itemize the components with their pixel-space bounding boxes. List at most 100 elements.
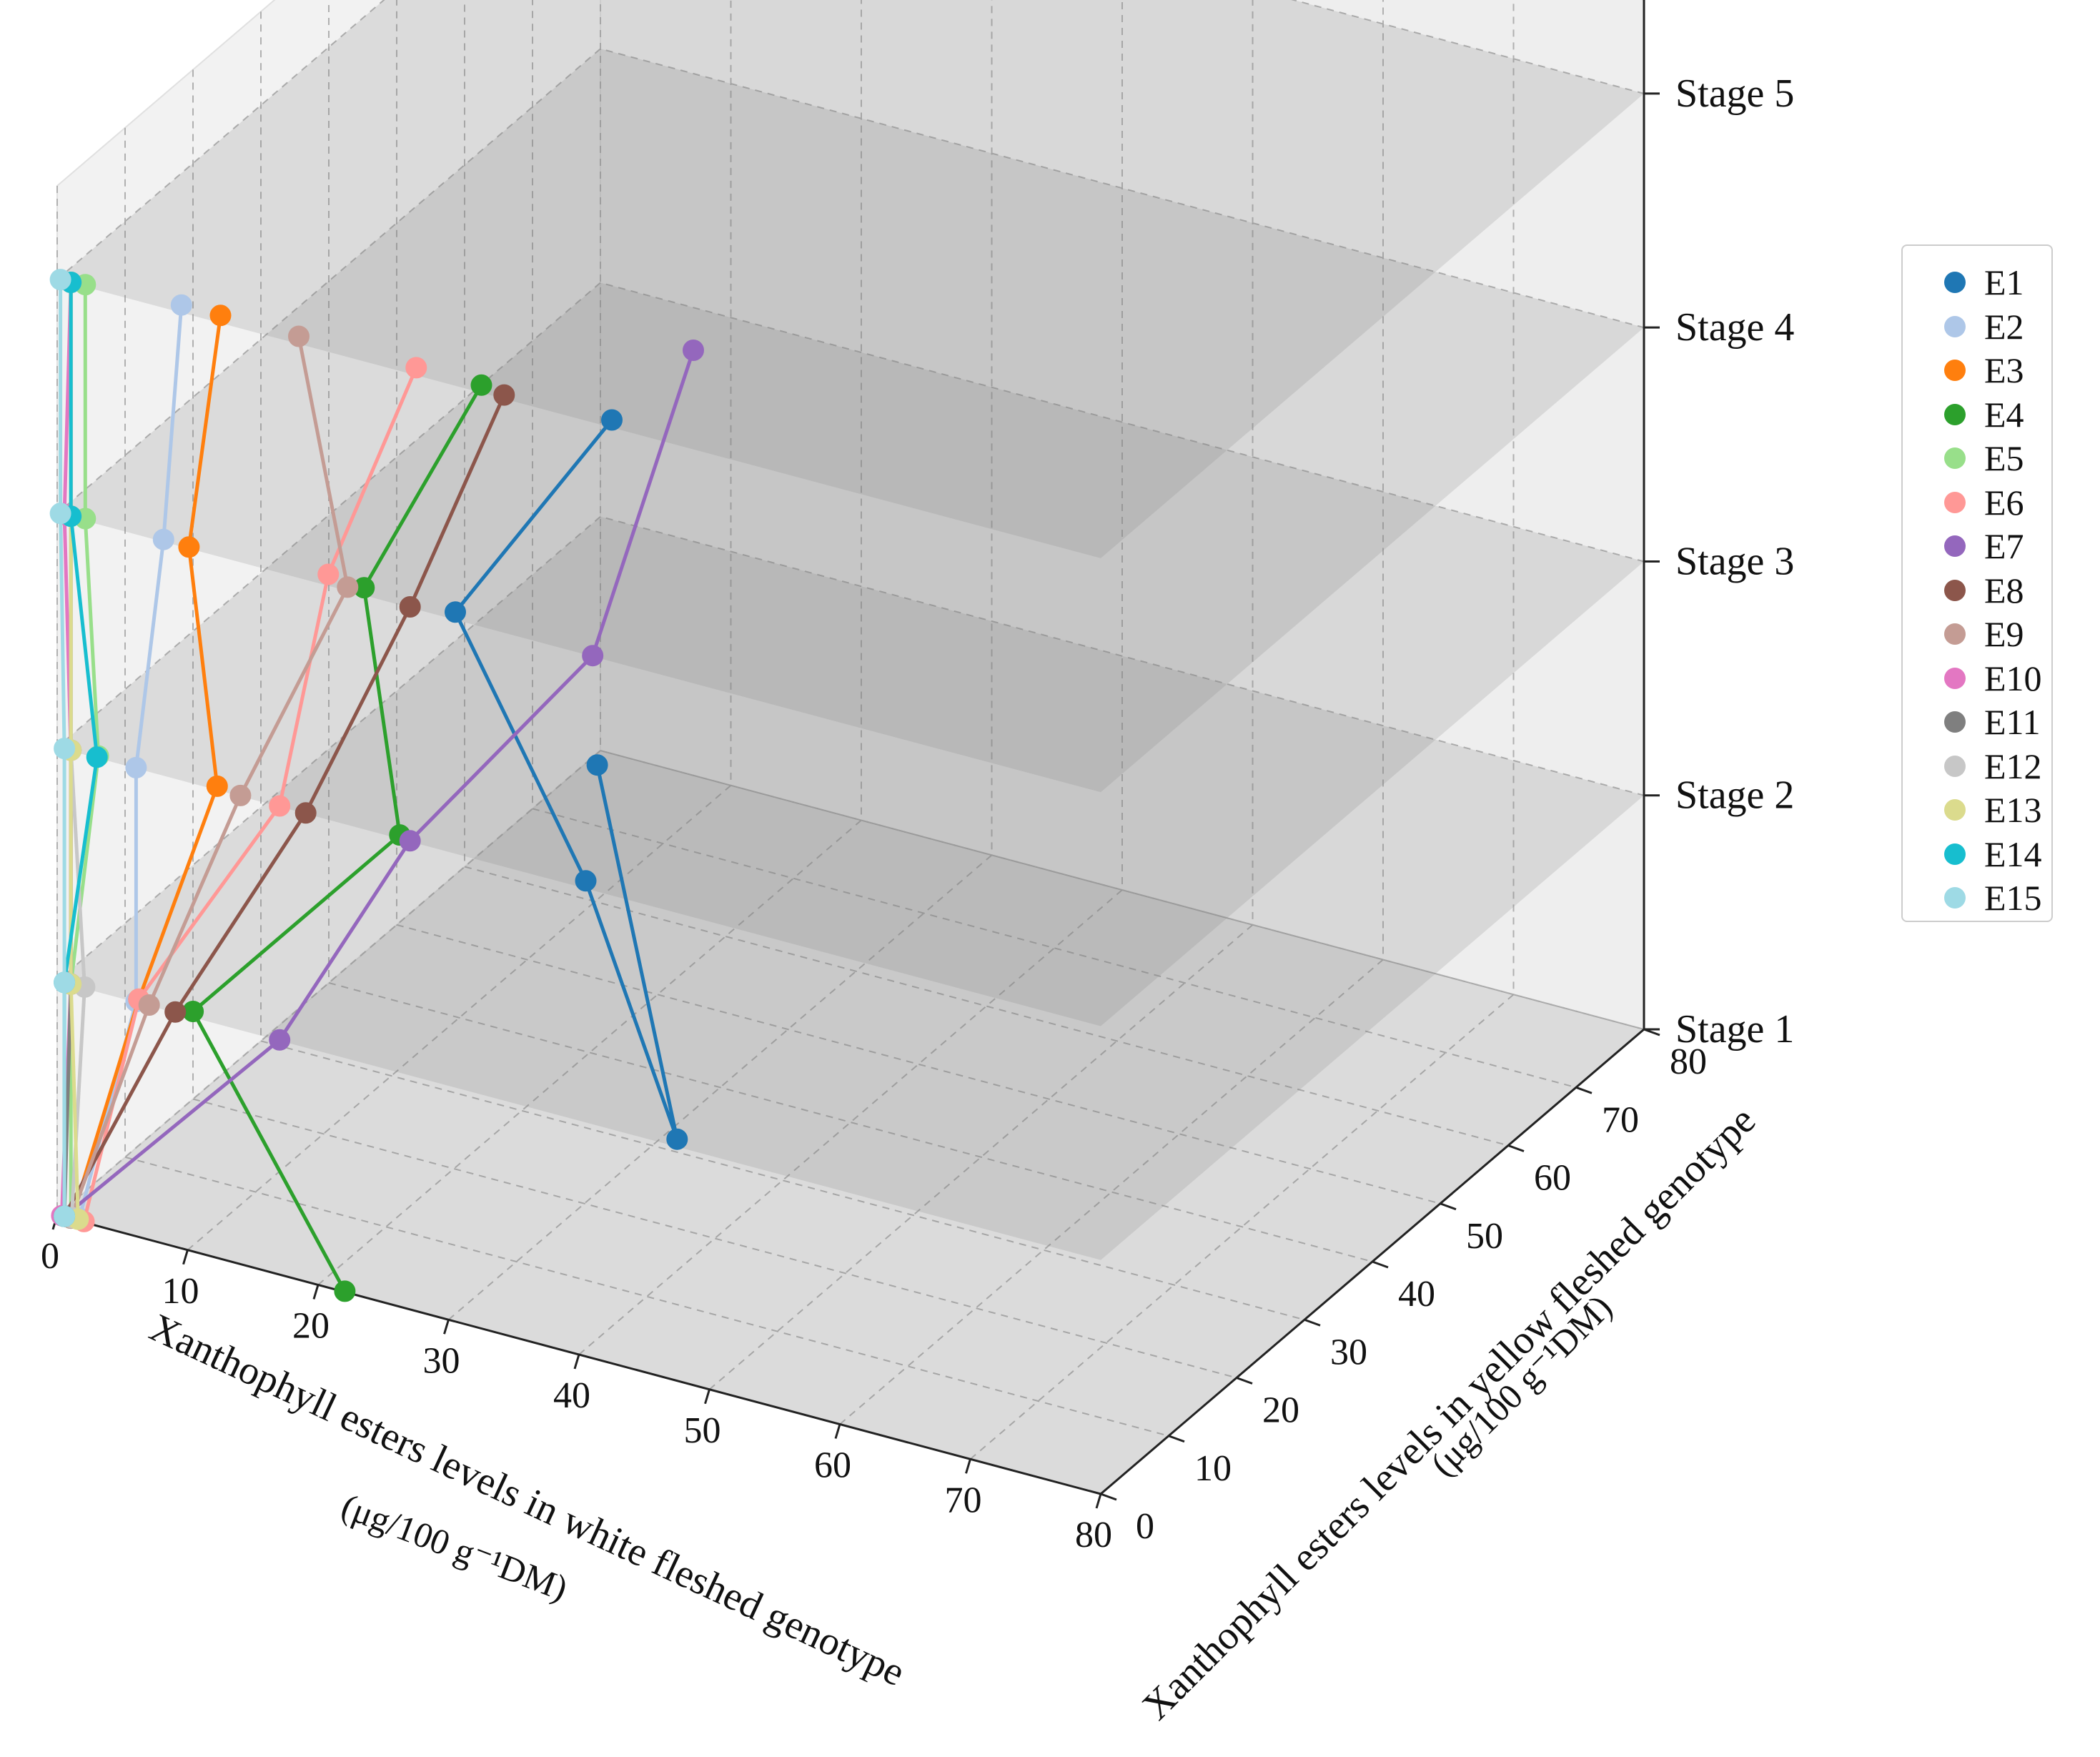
grid-line-z [56, 48, 1645, 514]
data-point [334, 1280, 356, 1302]
y-tick-mark [1168, 1435, 1185, 1443]
series-e1 [445, 409, 688, 1150]
data-point [49, 503, 71, 525]
grid-line-y [124, 127, 1169, 1437]
legend-item: E15 [1903, 877, 2042, 919]
data-point [209, 305, 232, 327]
grid-line-z [56, 0, 1645, 280]
y-tick-mark [1236, 1377, 1253, 1385]
legend-label: E3 [1984, 350, 2024, 390]
legend-marker [1944, 579, 1966, 601]
data-point [125, 756, 147, 778]
grid-line-x [578, 0, 1123, 1355]
data-point [586, 754, 608, 776]
x-tick-label: 20 [292, 1306, 330, 1347]
series-layer [49, 269, 704, 1302]
legend-label: E10 [1984, 658, 2042, 698]
data-point [288, 325, 309, 347]
x-tick-mark [965, 1458, 971, 1474]
grid-line-x [187, 0, 732, 1251]
legend: E1 E2 E3 E4 E5 E6 E7 E8 E9 E10 E11 E12 E13 E14 E15 [1901, 244, 2053, 922]
legend-label: E11 [1984, 702, 2041, 742]
data-point [54, 1205, 76, 1227]
stage-plane [57, 751, 1644, 1494]
legend-marker [1944, 535, 1966, 557]
grid-line-y [328, 0, 1373, 1262]
grid-line-y [192, 69, 1237, 1379]
legend-item: E10 [1903, 658, 2042, 699]
x-tick-label: 70 [945, 1480, 982, 1520]
legend-marker [1944, 491, 1966, 513]
grid-line-y [600, 0, 1645, 1030]
data-point [445, 601, 466, 623]
y-tick-mark [1372, 1260, 1389, 1269]
grid-line-x [447, 0, 993, 1321]
data-point [182, 1001, 204, 1022]
legend-marker [1944, 315, 1966, 337]
x-tick-mark [182, 1249, 189, 1265]
legend-marker [1944, 799, 1966, 821]
legend-marker [1944, 403, 1966, 425]
legend-label: E5 [1984, 438, 2024, 478]
grid-line-z [56, 515, 1645, 982]
data-point [582, 645, 604, 667]
data-point [164, 1001, 187, 1023]
x-tick-mark [312, 1285, 320, 1300]
stage-plane [57, 0, 1644, 558]
legend-marker [1944, 272, 1966, 293]
legend-label: E2 [1984, 306, 2024, 347]
legend-label: E4 [1984, 394, 2024, 435]
stage-plane [57, 282, 1644, 1026]
data-point [138, 994, 160, 1016]
data-point [666, 1128, 688, 1150]
grid-line-x [708, 0, 1254, 1390]
series-e4 [182, 374, 492, 1302]
stage-label: Stage 5 [1675, 71, 1794, 116]
legend-item: E12 [1903, 746, 2042, 787]
legend-marker [1944, 667, 1966, 689]
data-point [152, 528, 174, 550]
legend-label: E13 [1984, 790, 2042, 830]
stage-label: Stage 1 [1675, 1007, 1794, 1051]
data-point [601, 409, 623, 431]
legend-label: E14 [1984, 833, 2042, 874]
stage-plane [57, 516, 1644, 1260]
legend-label: E7 [1984, 526, 2024, 566]
x-tick-label: 40 [553, 1375, 590, 1416]
legend-label: E1 [1984, 262, 2024, 302]
stage-label: Stage 2 [1675, 773, 1794, 818]
data-point [470, 374, 492, 396]
data-point [575, 870, 597, 892]
y-tick-label: 70 [1602, 1099, 1639, 1140]
series-e15 [49, 269, 76, 1227]
legend-marker [1944, 711, 1966, 733]
legend-marker [1944, 755, 1966, 777]
data-point [405, 357, 427, 379]
y-tick-mark [1100, 1493, 1117, 1501]
grid-line-y [396, 0, 1441, 1204]
data-point [337, 576, 359, 598]
grid-line-x [839, 0, 1384, 1425]
y-tick-label: 0 [1136, 1506, 1154, 1547]
legend-label: E12 [1984, 746, 2042, 786]
y-tick-label: 80 [1670, 1041, 1707, 1082]
axis-lines [51, 0, 1660, 1509]
y-tick-mark [1507, 1144, 1525, 1152]
legend-item: E6 [1903, 482, 2024, 523]
legend-item: E13 [1903, 789, 2042, 831]
data-point [317, 563, 340, 585]
grid-line-x [969, 0, 1515, 1460]
x-tick-label: 0 [41, 1236, 59, 1277]
y-tick-mark [1575, 1086, 1593, 1094]
x-tick-mark [704, 1389, 710, 1405]
legend-item: E7 [1903, 525, 2024, 567]
legend-marker [1944, 360, 1966, 381]
y-tick-label: 50 [1466, 1216, 1503, 1257]
data-point [399, 830, 421, 852]
legend-item: E11 [1903, 701, 2041, 743]
data-point [178, 536, 200, 558]
legend-marker [1944, 887, 1966, 909]
x-tick-label: 80 [1075, 1515, 1112, 1555]
x-tick-mark [1095, 1493, 1102, 1509]
